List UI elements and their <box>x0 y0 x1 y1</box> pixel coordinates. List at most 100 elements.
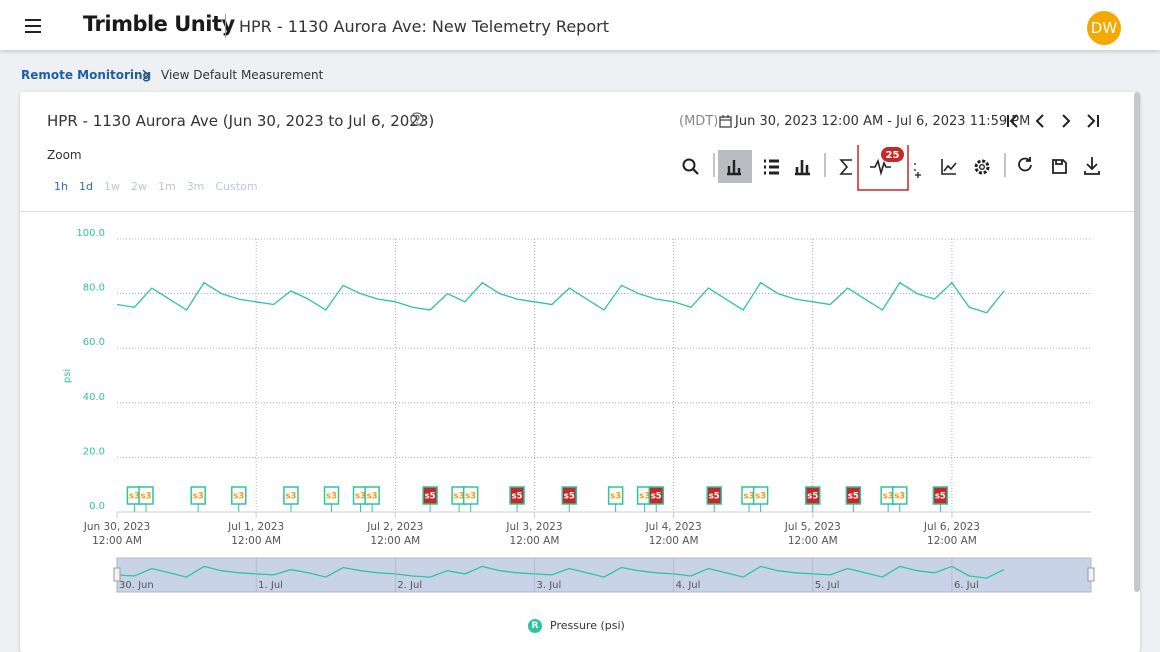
flag-label: s3 <box>465 492 476 502</box>
calendar-icon <box>719 115 732 128</box>
navigator-label: 6. Jul <box>954 580 979 591</box>
event-flag[interactable]: s3 <box>352 486 369 512</box>
flag-label: s3 <box>894 492 905 502</box>
legend-entry[interactable]: Pressure (psi) <box>550 619 625 632</box>
flag-label: s3 <box>140 492 151 502</box>
refresh-button[interactable] <box>1018 157 1032 172</box>
zoom-option[interactable]: 1m <box>157 180 176 193</box>
event-flag[interactable]: s3 <box>190 486 206 512</box>
event-flag[interactable]: s3 <box>880 486 896 512</box>
flag-label: s3 <box>744 492 755 502</box>
flag-label: s5 <box>935 492 946 502</box>
previous-button[interactable] <box>1035 114 1044 128</box>
first-button[interactable] <box>1007 114 1018 128</box>
y-tick-label: 20.0 <box>83 446 105 457</box>
menu-button[interactable] <box>24 18 44 34</box>
search-button[interactable] <box>682 158 699 175</box>
flag-label: s3 <box>883 492 894 502</box>
next-button[interactable] <box>1062 114 1071 128</box>
x-tick-label: Jun 30, 2023 <box>83 521 151 533</box>
zoom-option[interactable]: 3m <box>186 180 205 193</box>
event-flag[interactable]: s5 <box>648 486 664 512</box>
navigator-label: 3. Jul <box>536 580 561 591</box>
event-flag[interactable]: s3 <box>462 486 479 512</box>
top-bar: Trimble Unity HPR - 1130 Aurora Ave: New… <box>0 0 1160 50</box>
flag-box <box>422 486 438 505</box>
bar-icon <box>727 160 741 176</box>
zoom-option[interactable]: 1w <box>103 180 120 193</box>
date-range[interactable]: Jun 30, 2023 12:00 AM - Jul 6, 2023 11:5… <box>735 114 1031 129</box>
report-title: HPR - 1130 Aurora Ave (Jun 30, 2023 to J… <box>47 112 435 130</box>
x-tick-time: 12:00 AM <box>231 535 281 547</box>
app-name[interactable]: Trimble Unity <box>83 12 235 36</box>
timezone: (MDT) <box>679 114 719 129</box>
event-flag[interactable]: s5 <box>845 486 862 512</box>
events-badge: 25 <box>886 150 900 161</box>
flag-label: s5 <box>848 492 859 502</box>
flag-box <box>706 486 722 505</box>
sum-button[interactable] <box>839 159 852 175</box>
navigator-label: 30. Jun <box>119 580 154 591</box>
event-flag[interactable]: s5 <box>932 486 949 512</box>
event-flag[interactable]: s3 <box>364 486 380 512</box>
event-flag[interactable]: s3 <box>231 486 247 512</box>
breadcrumb-link[interactable]: Remote Monitoring <box>21 68 152 82</box>
flag-label: s5 <box>651 492 662 502</box>
event-flag[interactable]: s5 <box>561 486 578 512</box>
navigator-handle[interactable] <box>1087 567 1095 582</box>
settings-button[interactable] <box>974 159 990 175</box>
list-view-button[interactable] <box>764 159 779 175</box>
y-tick-label: 100.0 <box>76 228 105 239</box>
zoom-option[interactable]: 1h <box>54 180 68 193</box>
page-title: HPR - 1130 Aurora Ave: New Telemetry Rep… <box>239 17 609 36</box>
stacked-view-button[interactable] <box>795 160 810 176</box>
navigator-handle[interactable] <box>113 567 121 582</box>
event-flag[interactable]: s5 <box>805 486 821 512</box>
crosshair-button[interactable] <box>914 163 921 178</box>
event-flag[interactable]: s5 <box>706 486 722 512</box>
zoom-option[interactable]: 2w <box>130 180 147 193</box>
event-flag[interactable]: s3 <box>607 486 624 512</box>
flag-label: s3 <box>233 492 244 502</box>
breadcrumb-separator <box>142 69 150 81</box>
avatar[interactable]: DW <box>1087 11 1121 45</box>
x-tick-label: Jul 6, 2023 <box>923 521 980 533</box>
navigator <box>116 557 1092 593</box>
help-icon[interactable] <box>410 112 424 126</box>
event-flag[interactable]: s5 <box>509 486 525 512</box>
flag-label: s3 <box>129 492 140 502</box>
flag-label: s3 <box>639 492 650 502</box>
zoom-options: 1h 1d 1w 2w 1m 3m Custom <box>54 180 269 193</box>
flag-label: s5 <box>807 492 818 502</box>
flag-box <box>805 486 821 505</box>
flag-box <box>561 486 578 505</box>
trend-button[interactable] <box>941 159 957 175</box>
event-flag[interactable]: s3 <box>752 486 769 512</box>
event-flag[interactable]: s3 <box>283 486 299 512</box>
flag-label: s3 <box>755 492 766 502</box>
flag-label: s3 <box>326 492 337 502</box>
navigator-label: 4. Jul <box>676 580 701 591</box>
event-flag[interactable]: s3 <box>892 486 908 512</box>
event-flag[interactable]: s3 <box>323 486 340 512</box>
zoom-option[interactable]: 1d <box>78 180 93 193</box>
save-button[interactable] <box>1052 159 1067 174</box>
x-tick-time: 12:00 AM <box>788 535 838 547</box>
zoom-option[interactable]: Custom <box>215 180 258 193</box>
x-tick-label: Jul 3, 2023 <box>505 521 562 533</box>
event-flag[interactable]: s5 <box>422 486 438 512</box>
flag-label: s3 <box>367 492 378 502</box>
x-tick-label: Jul 5, 2023 <box>784 521 841 533</box>
download-button[interactable] <box>1084 157 1100 175</box>
events-button[interactable] <box>870 158 891 177</box>
scrollbar[interactable] <box>1134 92 1140 592</box>
y-axis-label: psi <box>62 369 73 383</box>
flag-box <box>190 486 206 505</box>
x-tick-label: Jul 4, 2023 <box>645 521 702 533</box>
event-flag[interactable]: s3 <box>138 486 154 512</box>
flag-label: s3 <box>355 492 366 502</box>
last-button[interactable] <box>1087 114 1099 128</box>
y-tick-label: 0.0 <box>89 501 105 512</box>
flag-box <box>932 486 949 505</box>
